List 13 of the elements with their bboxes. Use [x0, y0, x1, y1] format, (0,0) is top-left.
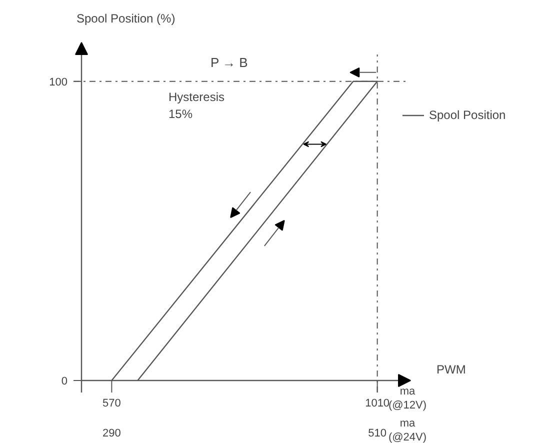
y-tick-label: 0: [61, 376, 68, 388]
x-tick-label: 570: [102, 398, 121, 410]
annotation: P → B: [210, 55, 248, 70]
x-axis-title: PWM: [436, 362, 466, 376]
text: ma (@12V): [388, 385, 427, 412]
x2-axis-title: ma (@24V): [388, 417, 427, 443]
annotation: Hysteresis 15%: [168, 90, 225, 121]
y-tick-label: 100: [49, 76, 68, 88]
x2-tick-label: 290: [102, 428, 121, 440]
y-axis-title: Spool Position (%): [76, 12, 176, 26]
legend-label: Spool Position: [429, 108, 506, 122]
x2-tick-label: 510: [368, 428, 386, 440]
x-tick-label: 1010: [365, 398, 390, 410]
